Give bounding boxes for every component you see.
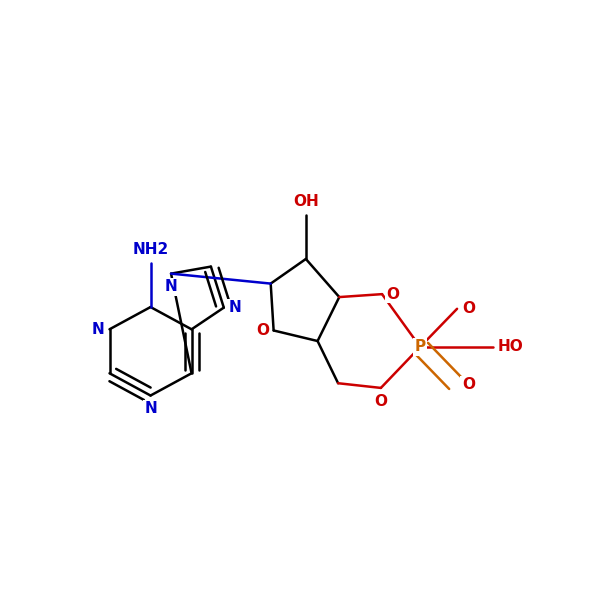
Text: P: P bbox=[415, 340, 426, 355]
Text: O: O bbox=[462, 301, 475, 316]
Text: O: O bbox=[387, 287, 400, 302]
Text: O: O bbox=[256, 323, 269, 338]
Text: HO: HO bbox=[498, 340, 524, 355]
Text: N: N bbox=[164, 280, 178, 295]
Text: O: O bbox=[462, 377, 475, 392]
Text: N: N bbox=[144, 401, 157, 416]
Text: N: N bbox=[92, 322, 105, 337]
Text: NH2: NH2 bbox=[133, 242, 169, 257]
Text: OH: OH bbox=[293, 194, 319, 209]
Text: O: O bbox=[374, 394, 388, 409]
Text: N: N bbox=[229, 300, 241, 315]
